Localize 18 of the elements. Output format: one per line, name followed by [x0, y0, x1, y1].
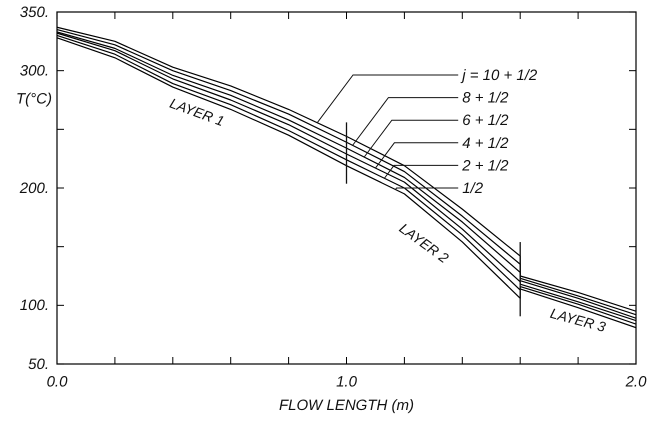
- y-tick-label: 100.: [20, 297, 49, 314]
- y-tick-label: 200.: [18, 180, 49, 197]
- x-tick-label: 2.0: [624, 374, 648, 391]
- annotation: 1/2: [462, 180, 484, 197]
- annotation: LAYER 3: [548, 304, 608, 336]
- x-tick-label: 1.0: [336, 374, 358, 391]
- y-tick-label: 300.: [20, 62, 49, 80]
- y-axis-title: T(°C): [16, 90, 52, 108]
- annotation: 2 + 1/2: [461, 157, 510, 174]
- x-axis-title: FLOW LENGTH (m): [279, 397, 414, 414]
- annotation: 6 + 1/2: [462, 112, 510, 130]
- annotation: 8 + 1/2: [462, 90, 510, 107]
- annotation: j = 10 + 1/2: [460, 67, 538, 84]
- y-tick-label: 350.: [20, 4, 49, 21]
- annotation: LAYER 1: [168, 94, 226, 130]
- annotation: 4 + 1/2: [462, 134, 510, 152]
- y-tick-label: 50.: [28, 356, 49, 373]
- x-tick-label: 0.0: [46, 374, 68, 391]
